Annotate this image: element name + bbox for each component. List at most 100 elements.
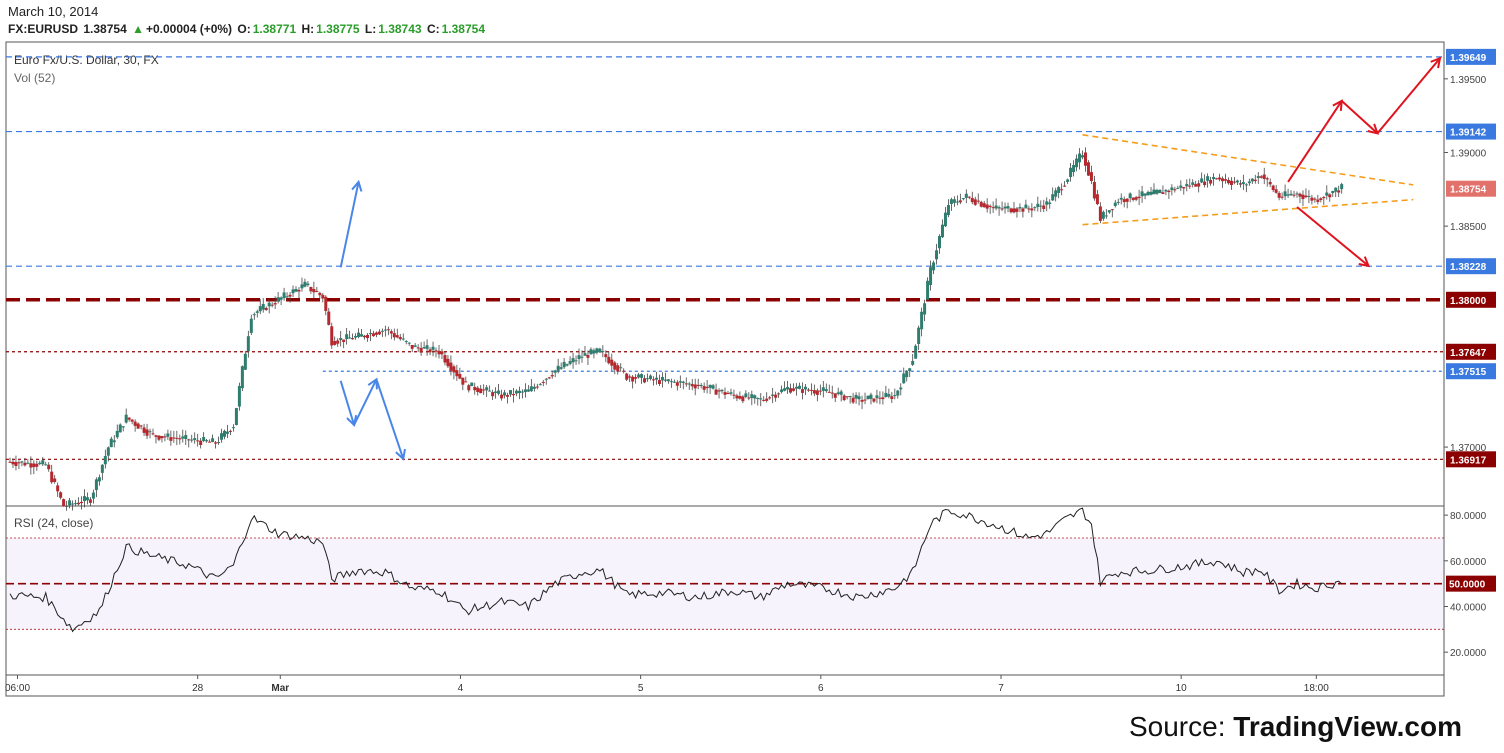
candle-body (964, 193, 968, 198)
candle-body (339, 338, 343, 341)
level-tag (1446, 363, 1496, 380)
candle-body (809, 389, 813, 391)
candle-body (115, 430, 119, 438)
candle-body (1301, 194, 1305, 200)
candle-body (1310, 197, 1314, 201)
candle-body (932, 262, 936, 271)
symbol-label[interactable]: FX:EURUSD (8, 22, 79, 36)
candle-body (1134, 197, 1138, 200)
candle-body (860, 399, 864, 402)
candle-body (291, 289, 295, 294)
candle-body (1167, 190, 1171, 193)
chart-canvas[interactable]: Euro Fx/U.S. Dollar, 30, FX Vol (52) 1.395… (0, 0, 1504, 700)
candle-body (1176, 187, 1180, 189)
candle-body (1113, 202, 1117, 206)
candle-body (303, 281, 307, 287)
candle-body (729, 392, 733, 394)
candle-body (535, 386, 539, 388)
candle-body (65, 505, 69, 507)
level-tag-label: 1.37647 (1450, 348, 1487, 359)
candle-body (1235, 180, 1239, 183)
candle-body (845, 396, 849, 398)
candle-body (741, 396, 745, 402)
candle-body (139, 425, 143, 427)
candle-body (1021, 208, 1025, 212)
candle-body (702, 386, 706, 390)
candle-body (88, 499, 92, 503)
candle-body (181, 436, 185, 439)
candle-body (288, 294, 292, 297)
candle-body (720, 389, 724, 392)
candle-body (351, 338, 355, 340)
candle-body (1191, 182, 1195, 185)
bullish-arrow-up-1 (1287, 100, 1343, 183)
candle-body (363, 335, 367, 338)
blue-arrow-rebound (353, 378, 378, 426)
candle-body (1116, 201, 1120, 203)
candle-body (112, 440, 116, 443)
candle-body (646, 378, 650, 380)
candle-body (1241, 182, 1245, 185)
candle-body (714, 389, 718, 395)
candle-body (249, 318, 253, 333)
rsi-line (9, 507, 1343, 633)
candle-body (53, 478, 57, 482)
candle-body (130, 419, 134, 422)
candle-body (577, 355, 581, 360)
candle-body (660, 376, 664, 381)
candle-body (666, 379, 670, 382)
candle-body (1274, 189, 1278, 193)
candle-body (1244, 184, 1248, 186)
candle-body (1313, 198, 1317, 200)
candle-body (225, 431, 229, 434)
candle-body (121, 426, 125, 428)
candle-body (20, 461, 24, 463)
candle-body (380, 330, 384, 332)
candle-body (777, 393, 781, 395)
candle-body (231, 427, 235, 429)
candle-body (830, 392, 834, 394)
candle-body (202, 437, 206, 442)
candle-body (732, 394, 736, 396)
candle-body (1018, 207, 1022, 209)
candle-body (446, 358, 450, 367)
candle-body (354, 335, 358, 338)
candle-body (252, 314, 256, 316)
candle-body (1188, 185, 1192, 187)
candle-body (267, 302, 271, 307)
candle-body (967, 196, 971, 198)
candle-body (949, 199, 953, 205)
rsi-tick-label: 40.0000 (1450, 602, 1487, 613)
candle-body (91, 492, 95, 499)
rsi-midline-tag (1446, 575, 1496, 592)
candle-body (893, 395, 897, 397)
candle-body (663, 379, 667, 381)
candle-body (1224, 179, 1227, 181)
candle-body (26, 462, 30, 464)
candle-body (559, 367, 563, 369)
candle-body (908, 368, 912, 371)
bullish-arrow-up-2-head (1430, 56, 1442, 69)
candle-body (80, 501, 83, 504)
candle-body (327, 311, 331, 325)
candle-body (127, 417, 131, 420)
candle-body (1322, 196, 1326, 199)
candle-body (982, 203, 986, 208)
candle-body (1149, 191, 1153, 195)
candle-body (8, 461, 12, 463)
candle-body (803, 386, 807, 390)
time-tick-label: 10 (1176, 683, 1188, 694)
candle-body (1063, 185, 1067, 187)
candle-body (1137, 196, 1141, 199)
candle-body (1337, 190, 1341, 193)
candle-body (696, 384, 700, 387)
candle-body (29, 463, 33, 468)
candle-body (625, 373, 629, 380)
candle-body (374, 332, 378, 335)
candle-body (1066, 179, 1070, 182)
level-tag-label: 1.39649 (1450, 53, 1487, 64)
candle-body (806, 389, 810, 391)
candle-body (654, 377, 658, 380)
candle-body (309, 287, 313, 292)
candle-body (431, 346, 435, 350)
